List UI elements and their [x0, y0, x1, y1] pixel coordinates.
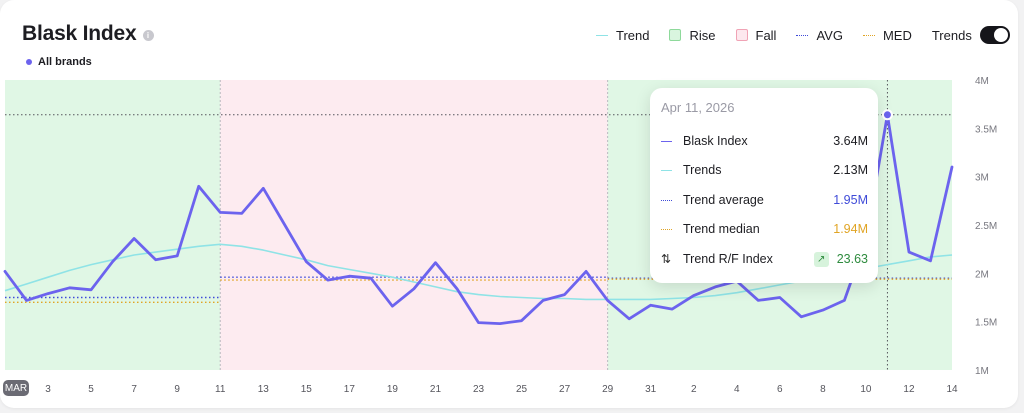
- tooltip-value: 3.64M: [833, 134, 868, 148]
- tooltip-row-trend-median: Trend median 1.94M: [661, 220, 868, 238]
- chart-tooltip: Apr 11, 2026 Blask Index 3.64M Trends 2.…: [650, 88, 878, 283]
- legend-label: MED: [882, 27, 912, 43]
- legend-item-trend[interactable]: Trend: [596, 28, 649, 43]
- x-tick-label: 17: [344, 384, 356, 395]
- x-tick-label: 23: [473, 384, 485, 395]
- x-tick-label: 7: [131, 384, 137, 395]
- tooltip-label: Trend median: [683, 222, 760, 236]
- x-tick-label-month: MAR: [3, 380, 29, 396]
- tooltip-value: 23.63: [836, 252, 868, 266]
- legend-label: Fall: [755, 27, 777, 43]
- page-title: Blask Index: [22, 22, 137, 45]
- x-tick-label: 14: [946, 384, 958, 395]
- x-tick-label: 19: [387, 384, 399, 395]
- legend-item-rise[interactable]: Rise: [669, 27, 716, 43]
- x-tick-label: 2: [691, 384, 697, 395]
- trend-line-icon: [596, 34, 608, 36]
- legend-label: Trend: [616, 27, 650, 43]
- blask-line-icon: [661, 140, 672, 142]
- tooltip-row-trends: Trends 2.13M: [661, 161, 868, 179]
- y-tick-label: 2.5M: [975, 221, 997, 232]
- tooltip-label: Trends: [683, 163, 722, 177]
- tooltip-label: Trend R/F Index: [683, 252, 773, 266]
- x-tick-label: 4: [734, 384, 740, 395]
- tooltip-label: Trend average: [683, 193, 764, 207]
- tooltip-label: Blask Index: [683, 134, 748, 148]
- x-tick-label: 3: [45, 384, 51, 395]
- legend-item-fall[interactable]: Fall: [735, 27, 777, 43]
- legend-item-med[interactable]: MED: [862, 27, 912, 43]
- x-tick-label: 15: [301, 384, 313, 395]
- x-tick-label: 29: [602, 384, 614, 395]
- tooltip-row-blask-index: Blask Index 3.64M: [661, 132, 868, 150]
- trends-toggle-label: Trends: [931, 27, 972, 43]
- x-tick-label: 11: [215, 384, 226, 395]
- up-down-arrows-icon: ⇅: [661, 252, 672, 266]
- y-tick-label: 3M: [975, 173, 989, 184]
- tooltip-row-trend-average: Trend average 1.95M: [661, 191, 868, 209]
- x-tick-label: 10: [860, 384, 872, 395]
- brand-dot-icon: [26, 59, 32, 65]
- toggle-knob: [993, 28, 1008, 42]
- tooltip-row-rf-index: ⇅ Trend R/F Index ↗ 23.63: [661, 250, 868, 268]
- avg-dotted-icon: [661, 199, 672, 201]
- y-tick-label: 2M: [975, 269, 989, 280]
- trends-toggle[interactable]: [979, 26, 1010, 44]
- x-tick-label: 12: [903, 384, 915, 395]
- tooltip-date: Apr 11, 2026: [661, 100, 735, 115]
- x-tick-label: 5: [88, 384, 94, 395]
- rise-square-icon: [669, 29, 682, 41]
- legend-label: Rise: [689, 27, 716, 43]
- brand-filter-label: All brands: [38, 56, 92, 68]
- x-tick-label: 13: [258, 384, 270, 395]
- x-tick-label: 31: [645, 384, 657, 395]
- series-blask-index-line: [3, 113, 954, 326]
- x-tick-label: 8: [820, 384, 826, 395]
- x-tick-label: 25: [516, 384, 528, 395]
- tooltip-value: 1.94M: [833, 222, 868, 236]
- med-dotted-icon: [862, 34, 875, 36]
- trend-up-arrow-icon: ↗: [813, 251, 829, 267]
- fall-square-icon: [735, 29, 748, 41]
- y-tick-label: 3.5M: [975, 124, 997, 135]
- legend-label: AVG: [816, 27, 843, 43]
- x-tick-label: 21: [430, 384, 442, 395]
- y-tick-label: 4M: [975, 76, 989, 87]
- y-tick-label: 1M: [975, 366, 989, 377]
- x-tick-label: 27: [559, 384, 571, 395]
- legend-item-avg[interactable]: AVG: [796, 28, 843, 43]
- brand-filter[interactable]: All brands: [26, 56, 92, 68]
- y-tick-label: 1.5M: [975, 318, 997, 329]
- avg-dotted-icon: [796, 34, 809, 36]
- trend-line-icon: [661, 169, 672, 171]
- title-area: Blask Index i: [22, 22, 154, 46]
- band-fall-2: [220, 80, 608, 370]
- x-tick-label: 6: [777, 384, 783, 395]
- hover-point: [881, 109, 893, 121]
- band-rise-1: [5, 80, 221, 370]
- x-tick-label: 9: [174, 384, 180, 395]
- med-dotted-icon: [661, 228, 672, 230]
- tooltip-value: 2.13M: [833, 163, 868, 177]
- chart-legend: Trend Rise Fall AVG MED Trends: [596, 26, 1010, 44]
- info-icon[interactable]: i: [142, 30, 154, 41]
- tooltip-value: 1.95M: [833, 193, 868, 207]
